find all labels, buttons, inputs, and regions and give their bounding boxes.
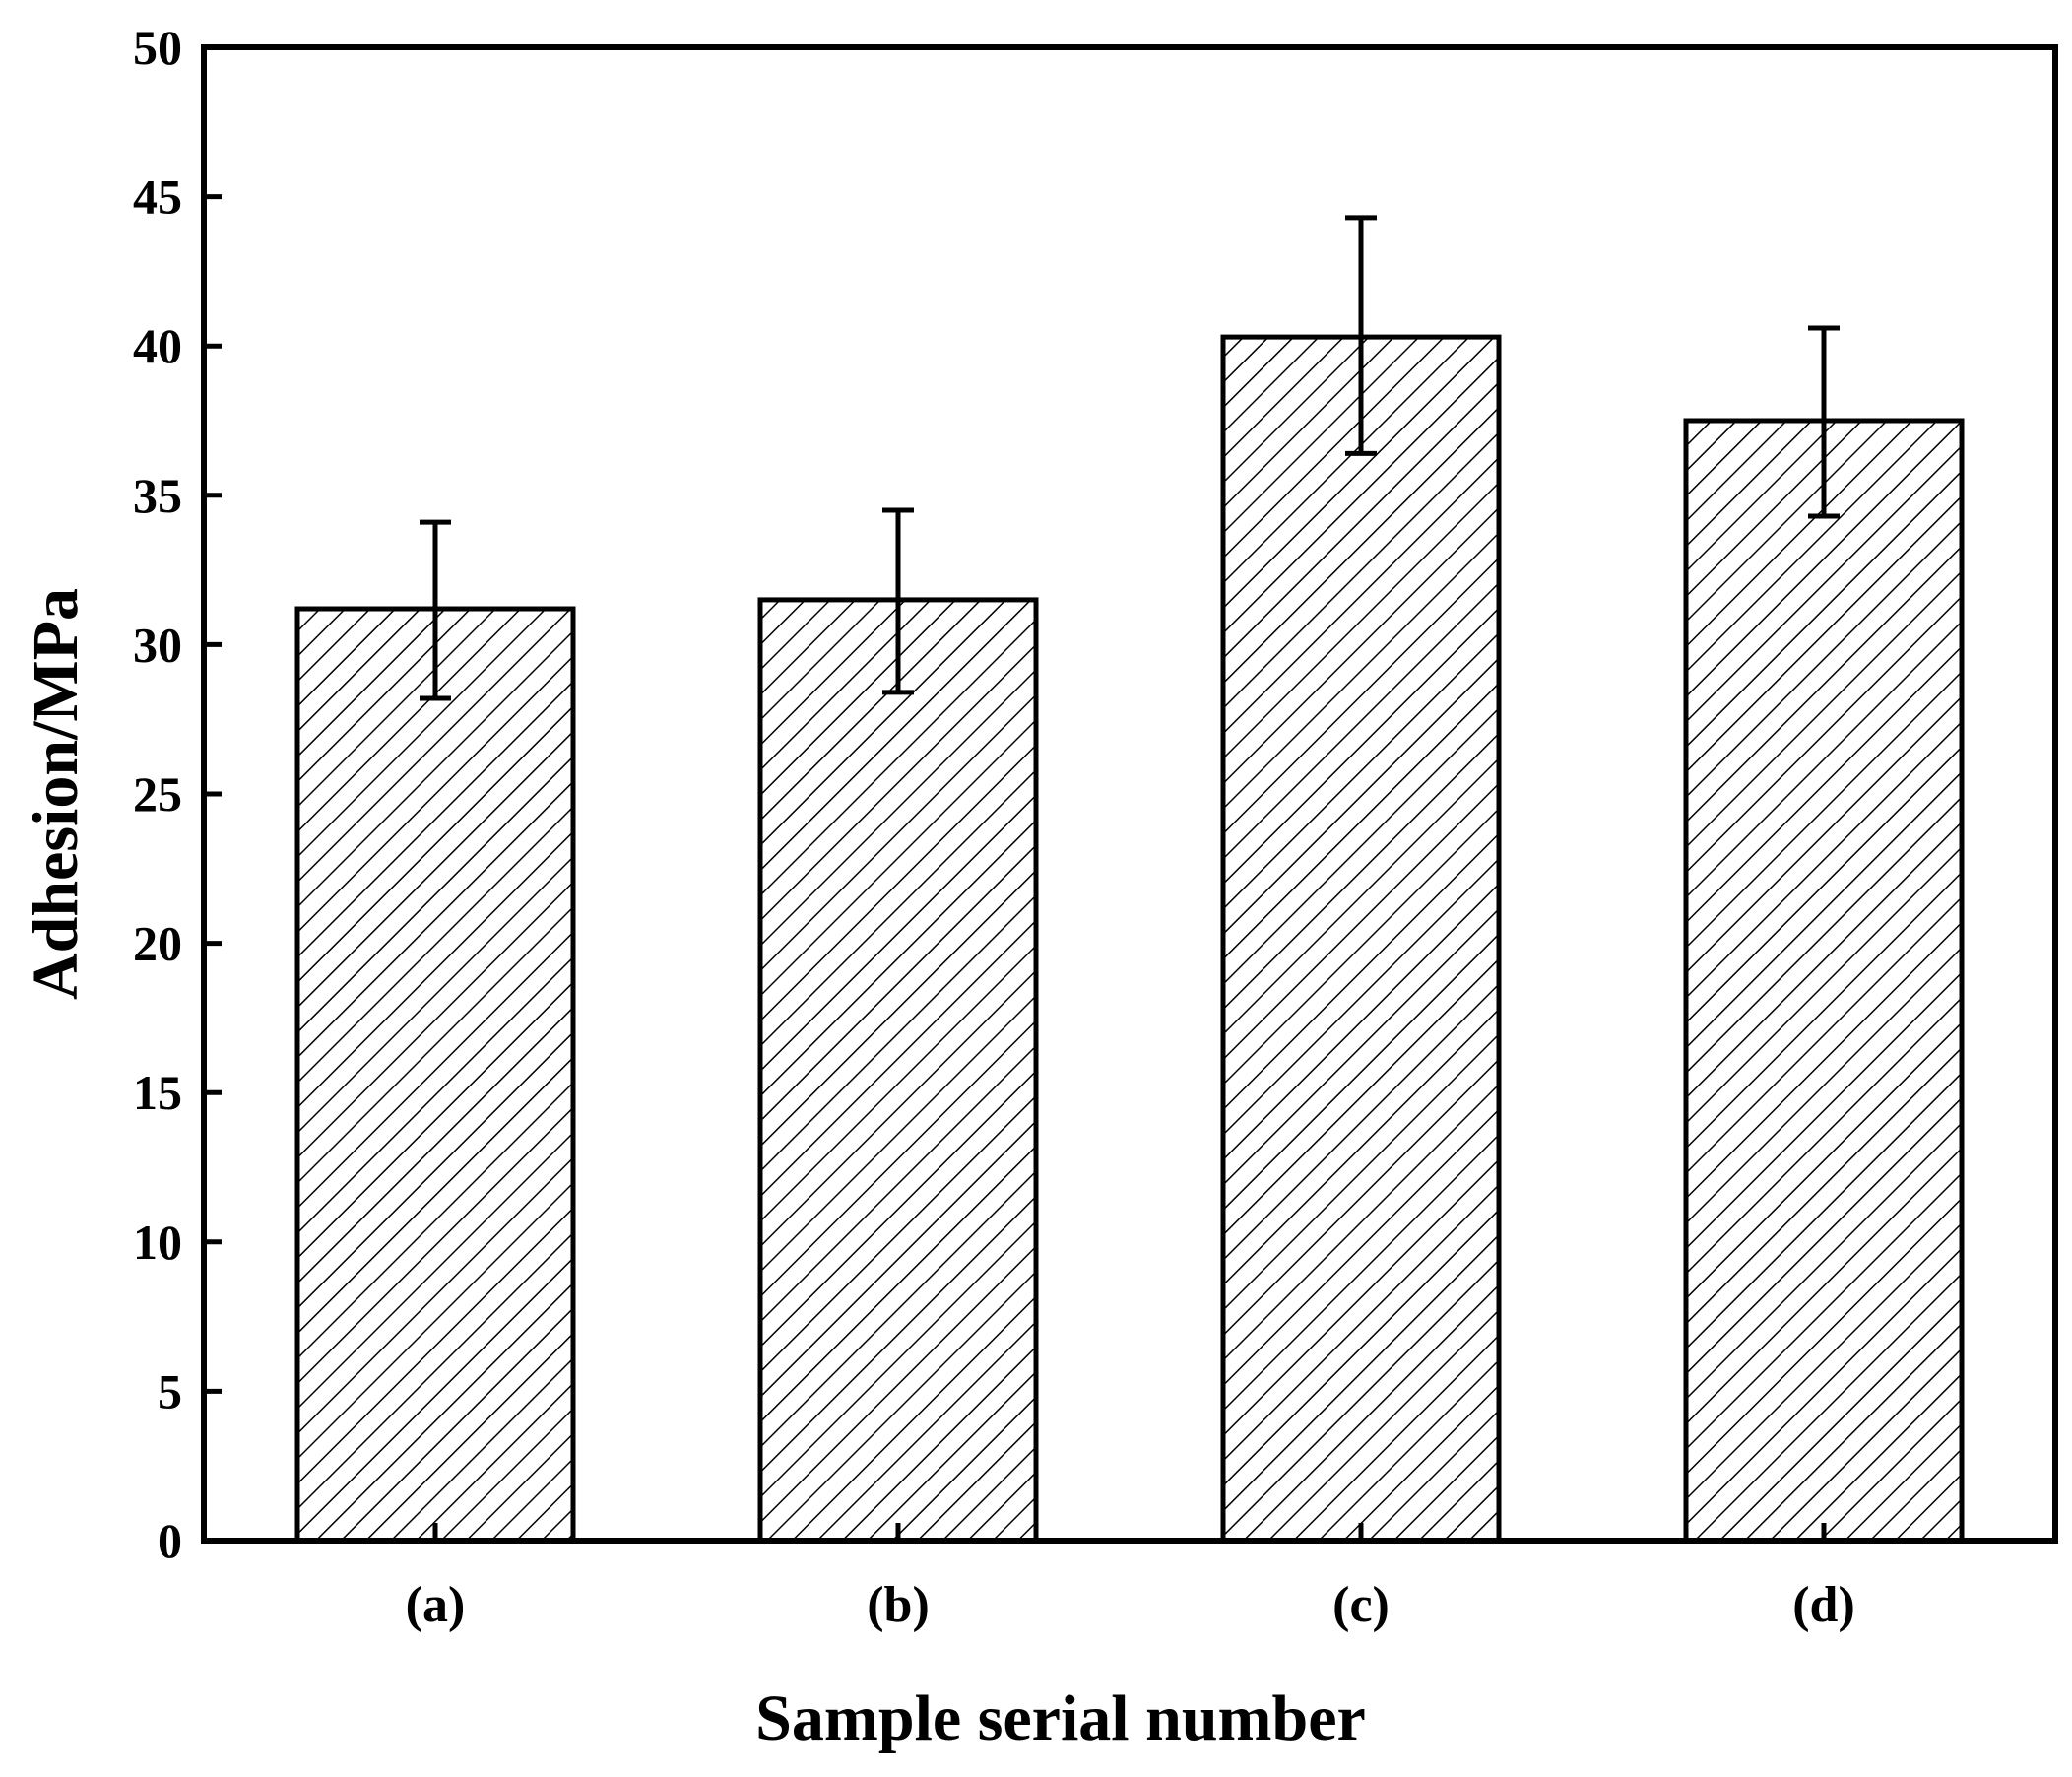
x-category-label: (b) bbox=[867, 1577, 930, 1633]
y-tick-label: 25 bbox=[133, 766, 182, 822]
y-tick-label: 45 bbox=[133, 169, 182, 225]
y-tick-label: 30 bbox=[133, 617, 182, 672]
y-tick-label: 20 bbox=[133, 916, 182, 971]
y-tick-label: 50 bbox=[133, 20, 182, 75]
bar bbox=[757, 597, 1039, 1544]
y-tick-label: 0 bbox=[158, 1513, 182, 1568]
y-tick-label: 35 bbox=[133, 468, 182, 523]
y-tick-label: 5 bbox=[158, 1363, 182, 1418]
plot-frame bbox=[201, 44, 2058, 1544]
x-category-label: (a) bbox=[406, 1577, 466, 1633]
bar bbox=[294, 606, 576, 1544]
x-axis-ticks: (a) (b) (c) (d) bbox=[406, 1523, 1855, 1633]
x-category-label: (d) bbox=[1792, 1577, 1855, 1633]
x-axis-title: Sample serial number bbox=[755, 1682, 1366, 1754]
x-category-label: (c) bbox=[1332, 1577, 1390, 1633]
bars-layer bbox=[294, 334, 1965, 1544]
y-tick-label: 10 bbox=[133, 1215, 182, 1270]
error-bars-layer bbox=[420, 215, 1840, 701]
y-axis-title: Adhesion/MPa bbox=[20, 588, 92, 1000]
bar bbox=[1220, 334, 1502, 1544]
y-tick-label: 40 bbox=[133, 318, 182, 373]
y-axis-ticks: 0 5 10 15 20 25 30 35 40 45 50 bbox=[133, 20, 222, 1568]
bar bbox=[1683, 418, 1965, 1544]
y-tick-label: 15 bbox=[133, 1065, 182, 1120]
